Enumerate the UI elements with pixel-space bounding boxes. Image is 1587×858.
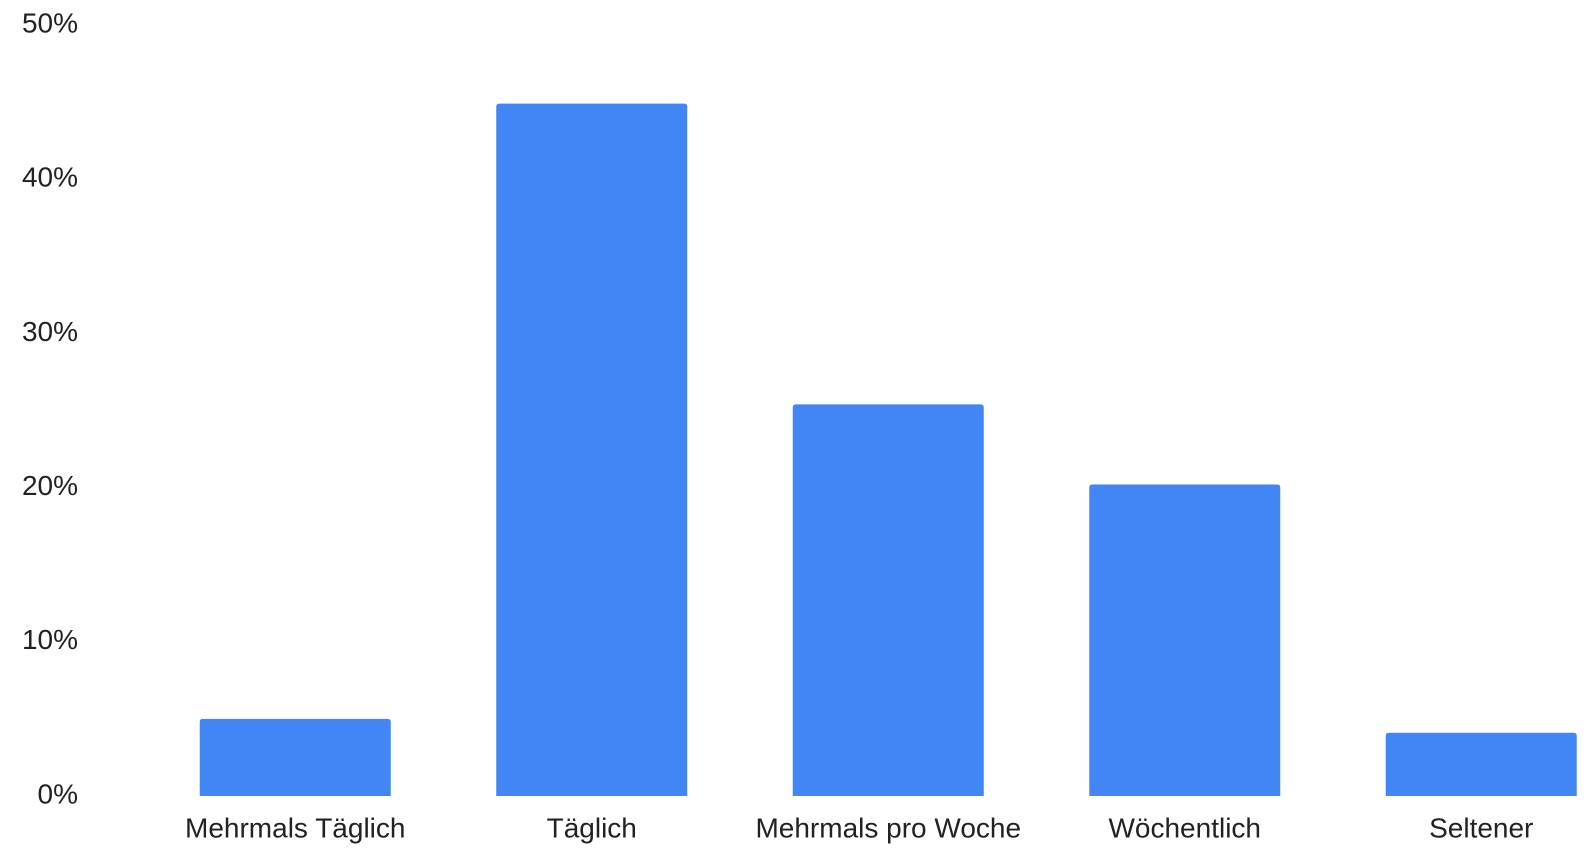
bar (496, 103, 688, 797)
y-tick-label: 30% (22, 316, 78, 347)
bar (199, 718, 391, 796)
bar (792, 404, 984, 796)
x-tick-label: Wöchentlich (1108, 812, 1261, 843)
x-tick-label: Mehrmals pro Woche (755, 812, 1021, 843)
bar (1089, 484, 1281, 796)
x-tick-label: Seltener (1429, 812, 1533, 843)
y-tick-label: 10% (22, 624, 78, 655)
y-tick-label: 50% (22, 7, 78, 38)
y-tick-label: 20% (22, 470, 78, 501)
bar (1385, 732, 1577, 796)
x-tick-label: Mehrmals Täglich (185, 812, 405, 843)
y-tick-label: 0% (38, 778, 78, 809)
x-tick-label: Täglich (547, 812, 637, 843)
y-tick-label: 40% (22, 162, 78, 193)
